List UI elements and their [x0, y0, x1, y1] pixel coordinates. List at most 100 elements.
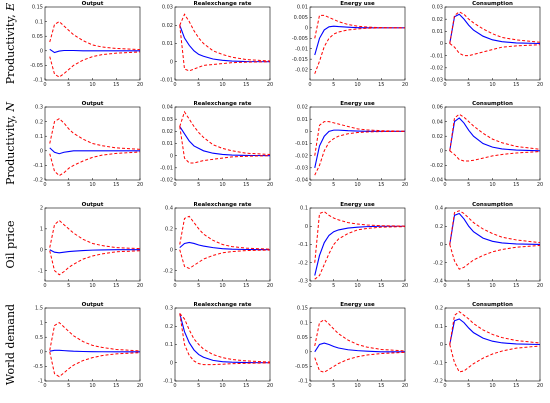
y-tick-label: 1	[40, 227, 43, 233]
x-tick-label: 0	[173, 383, 176, 389]
x-tick-label: 15	[513, 182, 519, 188]
row-label-text: Productivity,	[4, 11, 17, 84]
x-tick-label: 0	[43, 82, 46, 88]
y-tick-label: -0.1	[298, 379, 308, 385]
confidence-band-lower	[49, 151, 140, 177]
y-tick-label: 0.3	[165, 306, 173, 312]
x-tick-label: 0	[443, 182, 446, 188]
x-tick-label: 10	[219, 82, 225, 88]
row-label-text: World demand	[4, 304, 17, 385]
x-tick-label: 0	[173, 182, 176, 188]
plot-frame	[174, 106, 271, 181]
panel-r0-c2: Energy use 0 5 10 15 20 -0.02 -0.015 -0.01 -0.005…	[292, 1, 408, 88]
y-tick-label: 0.3	[35, 105, 43, 111]
y-tick-label: -0.2	[163, 268, 173, 274]
panel-r2-c0: Output 0 5 10 15 20 -1 0 1 2	[38, 202, 143, 289]
panel-r2-c2: Energy use 0 5 10 15 20 -0.3 -0.2 -0.1 0 0.1	[298, 202, 408, 289]
x-tick-label: 5	[467, 283, 470, 289]
y-tick-label: -0.1	[298, 242, 308, 248]
x-tick-label: 20	[137, 383, 143, 389]
x-tick-label: 0	[443, 82, 446, 88]
x-tick-label: 0	[308, 82, 311, 88]
y-tick-label: 0.01	[297, 117, 308, 123]
x-tick-label: 10	[354, 82, 360, 88]
x-tick-label: 20	[537, 82, 543, 88]
confidence-band-lower	[179, 313, 270, 366]
panel-title: Realexchange rate	[193, 1, 251, 7]
x-tick-label: 15	[378, 82, 384, 88]
confidence-band-lower	[49, 51, 140, 78]
confidence-band-upper	[449, 210, 540, 245]
confidence-band-lower	[314, 130, 405, 176]
y-tick-label: -0.1	[163, 379, 173, 385]
y-tick-label: -0.015	[292, 57, 308, 63]
x-tick-label: 0	[443, 283, 446, 289]
y-tick-label: 0.1	[35, 134, 43, 140]
panel-r0-c3: Consumption 0 5 10 15 20 -0.03 -0.02 -0.01 0 0.01 0…	[430, 1, 543, 88]
y-tick-label: 0	[440, 342, 443, 348]
x-tick-label: 20	[267, 283, 273, 289]
x-tick-label: 15	[513, 383, 519, 389]
x-tick-label: 20	[402, 383, 408, 389]
y-tick-label: 0.2	[435, 224, 443, 230]
y-tick-label: 0.2	[435, 306, 443, 312]
y-tick-label: 0.02	[432, 134, 443, 140]
impulse-response-line	[314, 342, 405, 353]
y-tick-label: 0	[40, 49, 43, 55]
confidence-band-upper	[314, 211, 405, 263]
y-tick-label: 0.15	[32, 5, 43, 11]
plot-frame	[309, 207, 406, 282]
x-tick-label: 5	[197, 283, 200, 289]
row-label-3: World demand	[4, 304, 17, 385]
x-tick-label: 15	[513, 283, 519, 289]
x-tick-label: 5	[467, 82, 470, 88]
x-tick-label: 10	[354, 283, 360, 289]
panel-r3-c0: Output 0 5 10 15 20 -1 -0.5 0 0.5 1 1.5	[33, 302, 143, 389]
y-tick-label: 0.5	[35, 335, 43, 341]
plot-frame	[309, 106, 406, 181]
confidence-band-upper	[314, 319, 405, 352]
x-tick-label: 15	[378, 182, 384, 188]
x-tick-label: 15	[513, 82, 519, 88]
x-tick-label: 0	[173, 283, 176, 289]
y-tick-label: 0	[305, 350, 308, 356]
impulse-response-line	[49, 349, 140, 353]
x-tick-label: 15	[243, 82, 249, 88]
y-tick-label: 0.06	[432, 105, 443, 111]
x-tick-label: 5	[67, 182, 70, 188]
y-tick-label: 0	[170, 247, 173, 253]
plot-frame	[174, 307, 271, 382]
confidence-band-lower	[449, 150, 540, 162]
x-tick-label: 5	[332, 182, 335, 188]
y-tick-label: -0.01	[295, 141, 308, 147]
x-tick-label: 20	[402, 182, 408, 188]
y-tick-label: 0.02	[162, 129, 173, 135]
x-tick-label: 10	[489, 82, 495, 88]
panel-title: Energy use	[340, 1, 375, 7]
x-tick-label: 20	[267, 82, 273, 88]
plot-frame	[174, 6, 271, 81]
y-tick-label: 0.1	[35, 19, 43, 25]
confidence-band-lower	[179, 25, 270, 72]
x-tick-label: 15	[113, 182, 119, 188]
y-tick-label: 0	[440, 149, 443, 155]
x-tick-label: 10	[89, 182, 95, 188]
x-tick-label: 10	[489, 182, 495, 188]
panel-r2-c1: Realexchange rate 0 5 10 15 20 -0.2 0 0.2 0.4	[163, 202, 273, 289]
panel-title: Output	[82, 302, 104, 308]
y-tick-label: -0.05	[30, 63, 43, 69]
y-tick-label: 0	[440, 242, 443, 248]
y-tick-label: -0.2	[433, 379, 443, 385]
confidence-band-upper	[449, 113, 540, 151]
y-tick-label: 0.02	[432, 17, 443, 23]
plot-frame	[44, 6, 141, 81]
y-tick-label: 0.1	[300, 320, 308, 326]
x-tick-label: 20	[537, 383, 543, 389]
y-tick-label: 0.4	[165, 206, 173, 212]
y-tick-label: 0.1	[435, 324, 443, 330]
x-tick-label: 20	[402, 283, 408, 289]
x-tick-label: 20	[137, 182, 143, 188]
x-tick-label: 5	[332, 383, 335, 389]
x-tick-label: 5	[197, 383, 200, 389]
